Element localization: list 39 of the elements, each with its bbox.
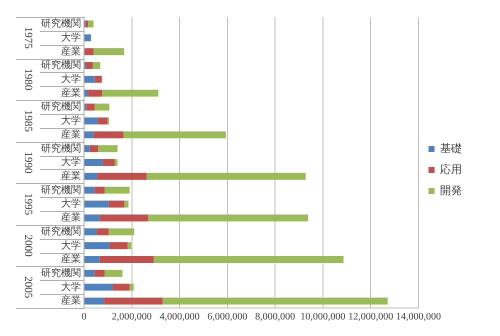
y-tick-label: 研究機関 [41,184,81,196]
text: 1985 [22,110,34,132]
y-tick-label: 産業 [61,212,81,224]
y-tick-label: 産業 [61,45,81,58]
x-tick-label: 4,000,000 [160,312,200,323]
legend-label: 基礎 [440,142,462,155]
x-tick-label: 0 [82,312,86,323]
y-tick-label: 産業 [61,128,81,140]
text: 1980 [22,68,34,91]
x-tick-label: 12,000,000 [348,312,394,323]
y-tick-label: 産業 [61,294,81,307]
text: 2000 [22,234,34,258]
y-tick-label: 大学 [61,72,81,85]
y-tick-label: 産業 [61,86,81,99]
y-tick-label: 大学 [61,198,81,210]
y-tick-label: 大学 [61,156,81,168]
x-tick-label: 6,000,000 [207,312,248,323]
y-tick-label: 研究機関 [41,142,81,154]
text: 2005 [22,276,34,299]
x-tick-label: 2,000,000 [112,312,152,323]
x-tick-label: 8,000,000 [255,312,296,323]
y-tick-label: 研究機関 [41,18,81,30]
legend-label: 開発 [440,184,462,197]
y-tick-label: 研究機関 [41,59,81,72]
y-tick-label: 大学 [61,31,81,44]
y-tick-label: 大学 [61,114,81,127]
y-tick-label: 大学 [61,280,81,293]
x-tick-label: 14,000,000 [396,312,441,323]
text: 1990 [22,152,34,174]
y-tick-label: 研究機関 [41,266,81,279]
y-tick-label: 産業 [61,253,81,266]
y-tick-label: 研究機関 [41,100,81,113]
y-tick-label: 大学 [61,239,81,252]
text: 1975 [22,26,34,50]
text: 1995 [22,193,34,216]
y-tick-label: 産業 [61,170,81,182]
x-tick-label: 10,000,000 [300,312,346,323]
legend-label: 応用 [440,162,462,176]
y-tick-label: 研究機関 [41,225,81,238]
